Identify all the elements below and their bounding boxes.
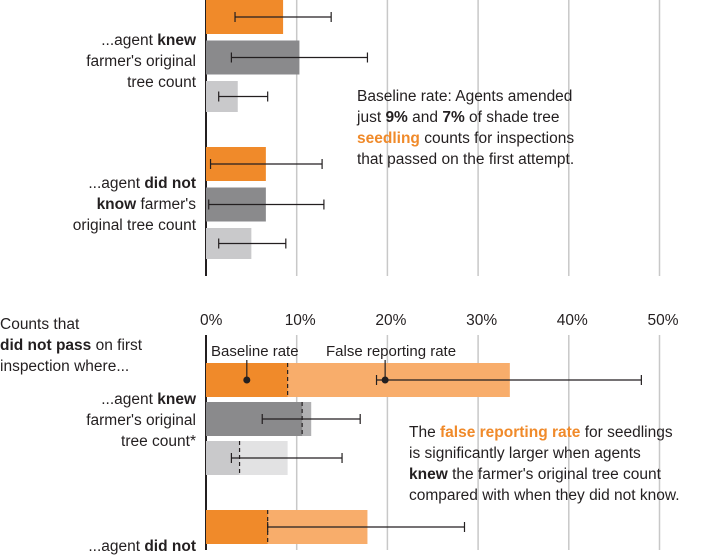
baseline-rate-note: Baseline rate: Agents amended just 9% an… (357, 88, 575, 168)
x-tick-label-0: 0% (200, 312, 223, 329)
x-tick-label-10: 10% (285, 312, 316, 329)
legend-baseline-rate: Baseline rate (211, 343, 299, 360)
top-group-1-label: ...agent knew farmer's original tree cou… (86, 32, 196, 91)
legend-dot-baseline (243, 376, 251, 384)
bottom-bar-baseline-g2-orange (206, 510, 268, 544)
false-reporting-note: The false reporting rate for seedlings i… (409, 424, 680, 504)
bottom-group-1-label: ...agent knew farmer's original tree cou… (86, 391, 196, 450)
x-tick-label-30: 30% (466, 312, 497, 329)
bottom-panel-title: Counts that did not pass on first inspec… (0, 316, 143, 375)
x-tick-label-20: 20% (375, 312, 406, 329)
x-tick-label-40: 40% (557, 312, 588, 329)
x-tick-label-50: 50% (648, 312, 679, 329)
top-group-2-label: ...agent did not know farmer's original … (72, 175, 196, 234)
legend-false-reporting-rate: False reporting rate (326, 343, 457, 360)
legend-dot-false-reporting (381, 376, 389, 384)
bottom-group-2-label: ...agent did not (88, 538, 196, 555)
